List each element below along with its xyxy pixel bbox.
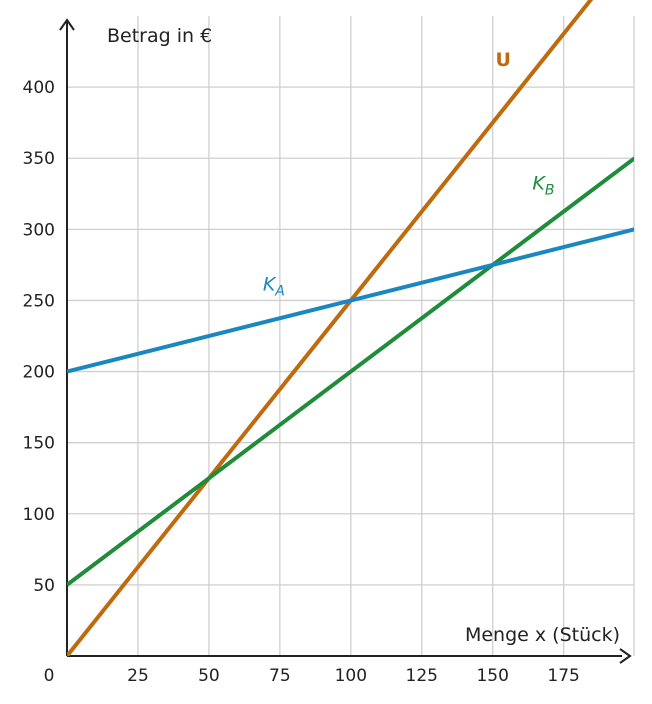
x-tick-label: 175 bbox=[547, 666, 579, 686]
x-axis-title: Menge x (Stück) bbox=[465, 624, 620, 646]
y-tick-label: 250 bbox=[23, 291, 55, 311]
grid bbox=[67, 16, 635, 656]
x-tick-label: 150 bbox=[476, 666, 508, 686]
series-line-KA bbox=[67, 227, 634, 374]
x-tick-label: 125 bbox=[406, 666, 438, 686]
series-label-main: U bbox=[496, 49, 511, 71]
x-tick-label: 75 bbox=[269, 666, 291, 686]
series-label-sub: A bbox=[274, 283, 285, 299]
tick-labels: 25 50 75 100 125 150 175 50 100 150 200 250 300 350 40… bbox=[23, 78, 580, 686]
y-tick-label: 200 bbox=[23, 363, 55, 383]
series-label-main: K bbox=[263, 273, 277, 295]
y-axis-arrow bbox=[59, 18, 75, 31]
y-tick-label: 150 bbox=[23, 434, 55, 454]
y-tick-label: 50 bbox=[33, 576, 55, 596]
series-line-KB bbox=[67, 156, 634, 587]
y-tick-label: 400 bbox=[23, 78, 55, 98]
series-label-main: K bbox=[532, 173, 546, 195]
series-label-U: U bbox=[496, 49, 511, 71]
y-tick-label: 300 bbox=[23, 220, 55, 240]
series-label-sub: B bbox=[545, 183, 555, 199]
axes bbox=[59, 18, 632, 664]
x-tick-label: 50 bbox=[198, 666, 220, 686]
y-tick-label: 350 bbox=[23, 149, 55, 169]
origin-label: 0 bbox=[44, 666, 55, 686]
x-tick-label: 25 bbox=[127, 666, 149, 686]
y-axis-title: Betrag in € bbox=[107, 25, 212, 47]
y-tick-label: 100 bbox=[23, 505, 55, 525]
series-label-KA: KA bbox=[263, 273, 285, 299]
series-label-KB: KB bbox=[532, 173, 554, 199]
series-lines bbox=[67, 0, 634, 656]
x-axis-arrow bbox=[619, 648, 632, 664]
x-tick-label: 100 bbox=[335, 666, 367, 686]
